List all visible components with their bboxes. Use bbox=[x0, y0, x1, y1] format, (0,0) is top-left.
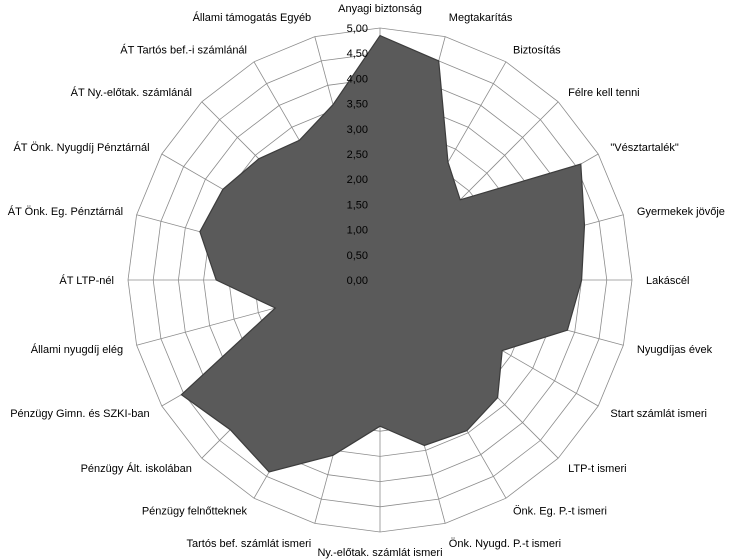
category-label-15: Pénzügy Ált. iskolában bbox=[81, 462, 192, 475]
category-label-19: ÁT Önk. Eg. Pénztárnál bbox=[8, 205, 123, 218]
category-label-10: Önk. Eg. P.-t ismeri bbox=[513, 505, 607, 517]
category-label-18: ÁT LTP-nél bbox=[59, 274, 114, 287]
category-label-11: Önk. Nyugd. P.-t ismeri bbox=[449, 538, 561, 550]
category-label-8: Start számlát ismeri bbox=[610, 408, 707, 420]
tick-label-4: 2,00 bbox=[347, 174, 368, 186]
category-label-23: Állami támogatás Egyéb bbox=[193, 11, 312, 24]
category-label-5: Gyermekek jövője bbox=[637, 206, 725, 218]
tick-label-5: 2,50 bbox=[347, 149, 368, 161]
category-label-21: ÁT Ny.-előtak. számlánál bbox=[71, 86, 192, 99]
category-label-20: ÁT Önk. Nyugdíj Pénztárnál bbox=[13, 141, 149, 154]
tick-label-10: 5,00 bbox=[347, 23, 368, 35]
tick-label-6: 3,00 bbox=[347, 124, 368, 136]
category-label-7: Nyugdíjas évek bbox=[637, 344, 713, 356]
tick-labels: 0,00 0,50 1,00 1,50 2,00 2,50 3,00 3,50 4,00 4,50… bbox=[347, 23, 368, 287]
category-label-22: ÁT Tartós bef.-i számlánál bbox=[120, 44, 247, 57]
category-label-2: Biztosítás bbox=[513, 45, 561, 57]
category-label-9: LTP-t ismeri bbox=[568, 463, 626, 475]
category-label-14: Pénzügy felnőtteknek bbox=[142, 505, 248, 517]
tick-label-8: 4,00 bbox=[347, 73, 368, 85]
data-area-group bbox=[180, 34, 586, 473]
category-label-6: Lakáscél bbox=[646, 275, 689, 287]
tick-label-2: 1,00 bbox=[347, 225, 368, 237]
category-label-0: Anyagi biztonság bbox=[338, 3, 422, 15]
category-label-3: Félre kell tenni bbox=[568, 87, 640, 99]
category-label-16: Pénzügy Gimn. és SZKI-ban bbox=[10, 408, 149, 420]
category-labels: Anyagi biztonság Megtakarítás Biztosítás Fé… bbox=[8, 3, 725, 559]
category-label-13: Tartós bef. számlát ismeri bbox=[186, 538, 311, 550]
tick-label-3: 1,50 bbox=[347, 199, 368, 211]
category-label-1: Megtakarítás bbox=[449, 12, 513, 24]
category-label-17: Állami nyugdíj elég bbox=[31, 343, 123, 356]
data-series-area bbox=[180, 34, 586, 473]
category-label-4: "Vésztartalék" bbox=[610, 142, 678, 154]
tick-label-1: 0,50 bbox=[347, 250, 368, 262]
category-label-12: Ny.-előtak. számlát ismeri bbox=[317, 547, 442, 559]
tick-label-7: 3,50 bbox=[347, 99, 368, 111]
tick-label-0: 0,00 bbox=[347, 275, 368, 287]
tick-label-9: 4,50 bbox=[347, 48, 368, 60]
